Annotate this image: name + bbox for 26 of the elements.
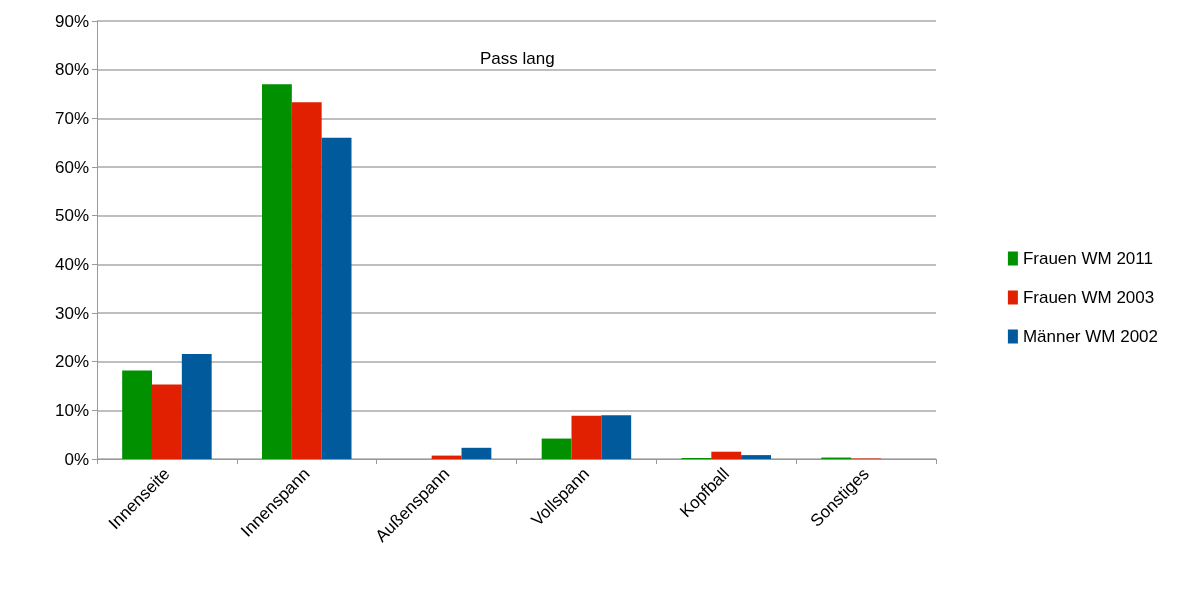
y-tick-label: 50% bbox=[54, 206, 89, 226]
bar bbox=[321, 137, 352, 459]
legend-label: Frauen WM 2011 bbox=[1022, 249, 1153, 268]
bar bbox=[181, 353, 212, 459]
bar bbox=[262, 84, 292, 459]
bar bbox=[122, 370, 152, 459]
y-tick-label: 20% bbox=[54, 352, 89, 372]
y-tick-label: 70% bbox=[54, 108, 89, 128]
bar bbox=[711, 451, 742, 459]
bar bbox=[741, 455, 771, 459]
y-tick-label: 40% bbox=[54, 254, 89, 274]
y-tick-label: 0% bbox=[64, 449, 89, 469]
legend-label: Frauen WM 2003 bbox=[1022, 288, 1155, 307]
legend-label: Männer WM 2002 bbox=[1022, 327, 1159, 346]
bar bbox=[291, 102, 322, 459]
bar bbox=[601, 415, 632, 459]
y-tick-label: 60% bbox=[54, 157, 89, 177]
bar bbox=[571, 415, 602, 459]
y-tick-label: 90% bbox=[54, 11, 89, 31]
bar bbox=[541, 438, 572, 459]
text: Pass lang bbox=[480, 49, 555, 68]
bar bbox=[152, 384, 182, 459]
y-tick-label: 80% bbox=[54, 60, 89, 80]
y-tick-label: 10% bbox=[54, 400, 89, 420]
bar bbox=[461, 447, 492, 459]
y-tick-label: 30% bbox=[54, 303, 89, 323]
